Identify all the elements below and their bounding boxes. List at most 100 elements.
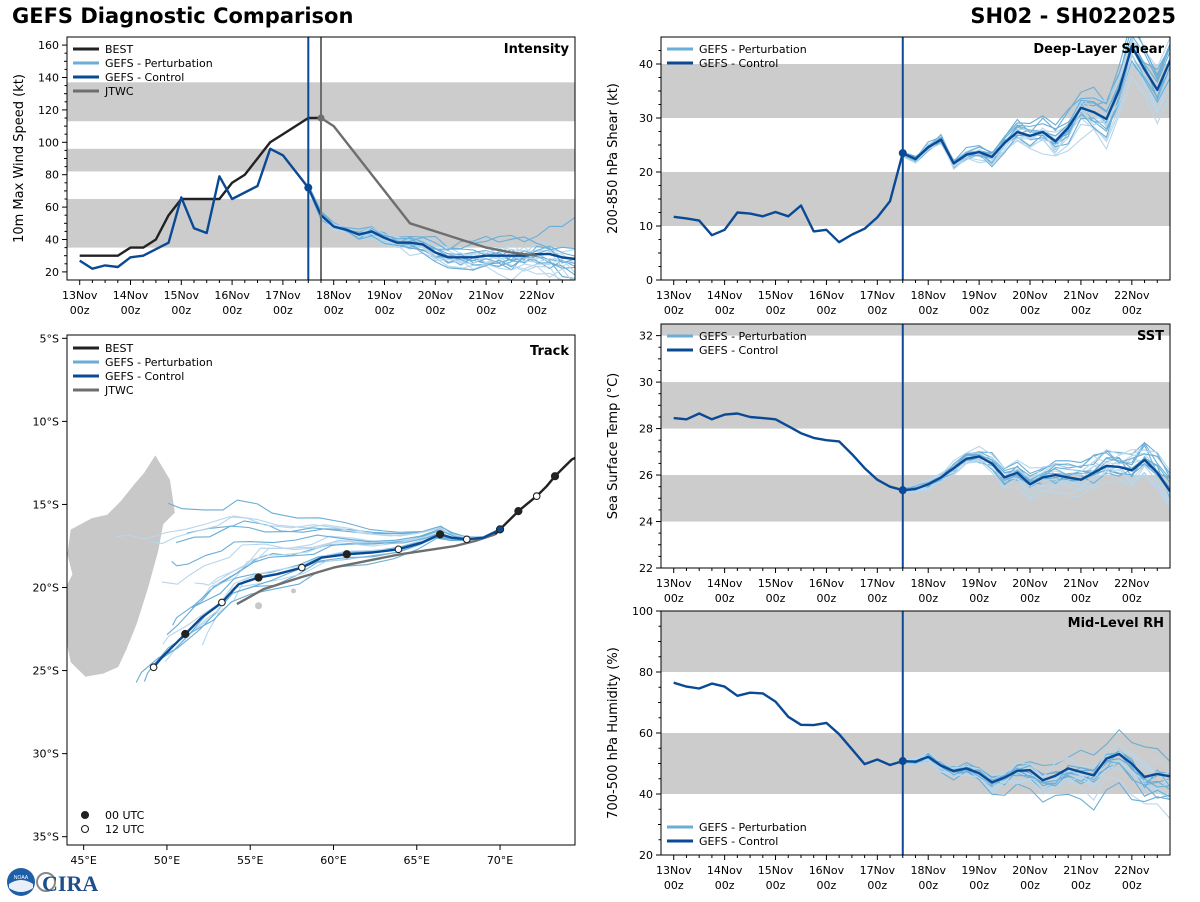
shear-legend-label-0: GEFS - Perturbation [699,43,807,56]
intensity-series-jtwc-line [320,116,538,257]
rh-xtick-date-3: 16Nov [809,864,845,877]
track-ytick-label-0: 5°S [40,332,59,345]
shear-xtick-date-3: 16Nov [809,289,845,302]
sst-xtick-hour-7: 00z [1020,592,1040,605]
rh-perturbation-member-17 [902,752,1170,788]
intensity-xtick-date-6: 19Nov [367,289,403,302]
track-xtick-label-2: 55°E [237,854,263,867]
shear-xtick-hour-1: 00z [715,304,735,317]
track-series-control-line [152,528,501,668]
noaa-badge-text: NOAA [14,875,29,881]
shear-xtick-date-0: 13Nov [656,289,692,302]
sst-perturbation-member-11 [902,457,1170,494]
intensity-xtick-hour-7: 00z [425,304,445,317]
sst-xtick-hour-6: 00z [969,592,989,605]
rh-xtick-hour-7: 00z [1020,879,1040,892]
shear-panel: 0 10 20 30 40 200-850 hPa Shear (kt) 13Nov 00z 1… [606,36,1171,317]
track-ytick-label-4: 25°S [33,665,59,678]
rh-xtick-date-0: 13Nov [656,864,692,877]
sst-band-0 [661,475,1170,522]
rh-xtick-hour-5: 00z [918,879,938,892]
intensity-xtick-date-8: 21Nov [468,289,504,302]
shear-xtick-hour-5: 00z [918,304,938,317]
intensity-xtick-date-2: 15Nov [164,289,200,302]
noaa-cira-logo-icon: NOAA CIRA [7,868,98,896]
intensity-xtick-date-4: 17Nov [265,289,301,302]
intensity-ylabel: 10m Max Wind Speed (kt) [12,74,27,243]
intensity-xtick-date-1: 14Nov [113,289,149,302]
rh-panel-title: Mid-Level RH [1068,616,1164,631]
intensity-ytick-label-0: 20 [45,266,59,279]
rh-xtick-hour-8: 00z [1071,879,1091,892]
track-xtick-label-3: 60°E [320,854,346,867]
rh-xtick-date-6: 19Nov [961,864,997,877]
rh-xtick-date-5: 18Nov [910,864,946,877]
track-xtick-label-1: 50°E [154,854,180,867]
track-ytick-label-5: 30°S [33,748,59,761]
sst-xtick-hour-4: 00z [867,592,887,605]
track-xtick-label-4: 65°E [404,854,430,867]
track-control-marker-00-1 [435,530,445,539]
track-perturbation-member-19 [172,528,501,626]
track-control-marker-00-3 [254,573,263,582]
shear-xtick-hour-0: 00z [664,304,684,317]
rh-xtick-date-7: 20Nov [1012,864,1048,877]
track-frame [66,334,576,846]
intensity-xtick-hour-6: 00z [375,304,395,317]
sst-ytick-label-2: 26 [639,469,653,482]
rh-xtick-hour-2: 00z [766,879,786,892]
shear-ytick-label-3: 30 [639,112,653,125]
intensity-ytick-label-2: 60 [45,201,59,214]
intensity-legend-label-1: GEFS - Perturbation [105,57,213,70]
track-ytick-label-3: 20°S [33,582,59,595]
intensity-panel-title: Intensity [504,42,570,57]
rh-ytick-label-0: 20 [639,849,653,862]
shear-xtick-hour-2: 00z [766,304,786,317]
track-plot-area [67,453,575,683]
rh-panel: 20 40 60 80 100 700-500 hPa Humidity (%) 13Nov… [606,605,1171,892]
track-control-marker-00-4 [181,629,190,639]
track-marker-legend-label-0: 00 UTC [105,809,145,822]
sst-panel: 22 24 26 28 30 32 Sea Surface Temp (°C) 13Nov 00… [606,323,1171,605]
intensity-xtick-hour-2: 00z [171,304,191,317]
rh-legend-label-0: GEFS - Perturbation [699,821,807,834]
sst-xtick-hour-8: 00z [1071,592,1091,605]
sst-ytick-label-4: 30 [639,376,653,389]
sst-xtick-date-9: 22Nov [1114,577,1150,590]
shear-xtick-date-8: 21Nov [1063,289,1099,302]
track-xtick-label-0: 45°E [70,854,96,867]
rh-xtick-hour-3: 00z [817,879,837,892]
sst-xtick-date-6: 19Nov [961,577,997,590]
track-ytick-label-1: 10°S [33,415,59,428]
track-legend-label-1: GEFS - Perturbation [105,356,213,369]
intensity-panel: 20 40 60 80 100 120 140 160 10m Max Wind Speed (… [12,36,576,317]
sst-series-control-line [673,412,1170,492]
sst-xtick-hour-0: 00z [664,592,684,605]
track-best-marker-00-0 [514,506,523,516]
sst-xtick-hour-3: 00z [817,592,837,605]
sst-xtick-hour-5: 00z [918,592,938,605]
intensity-perturbation-member-7 [307,186,575,250]
sst-plot-area [661,324,1170,522]
sst-init-dot [898,486,907,495]
rh-ylabel: 700-500 hPa Humidity (%) [606,647,621,819]
shear-ytick-label-1: 10 [639,220,653,233]
shear-band-0 [661,172,1170,226]
shear-xtick-hour-8: 00z [1071,304,1091,317]
sst-band-1 [661,382,1170,429]
track-ytick-label-2: 15°S [33,498,59,511]
intensity-xtick-date-9: 22Nov [519,289,555,302]
track-best-marker-12-0 [532,492,541,500]
track-panel-title: Track [530,344,569,359]
storm-id: SH02 - SH022025 [970,4,1176,28]
rh-xtick-date-4: 17Nov [860,864,896,877]
intensity-ytick-label-1: 40 [45,234,59,247]
track-legend-label-3: JTWC [104,384,134,397]
sst-ytick-label-5: 32 [639,330,653,343]
sst-xtick-hour-2: 00z [766,592,786,605]
rh-legend-label-1: GEFS - Control [699,835,778,848]
sst-xtick-hour-1: 00z [715,592,735,605]
shear-ytick-label-4: 40 [639,58,653,71]
rh-xtick-hour-1: 00z [715,879,735,892]
sst-xtick-date-3: 16Nov [809,577,845,590]
